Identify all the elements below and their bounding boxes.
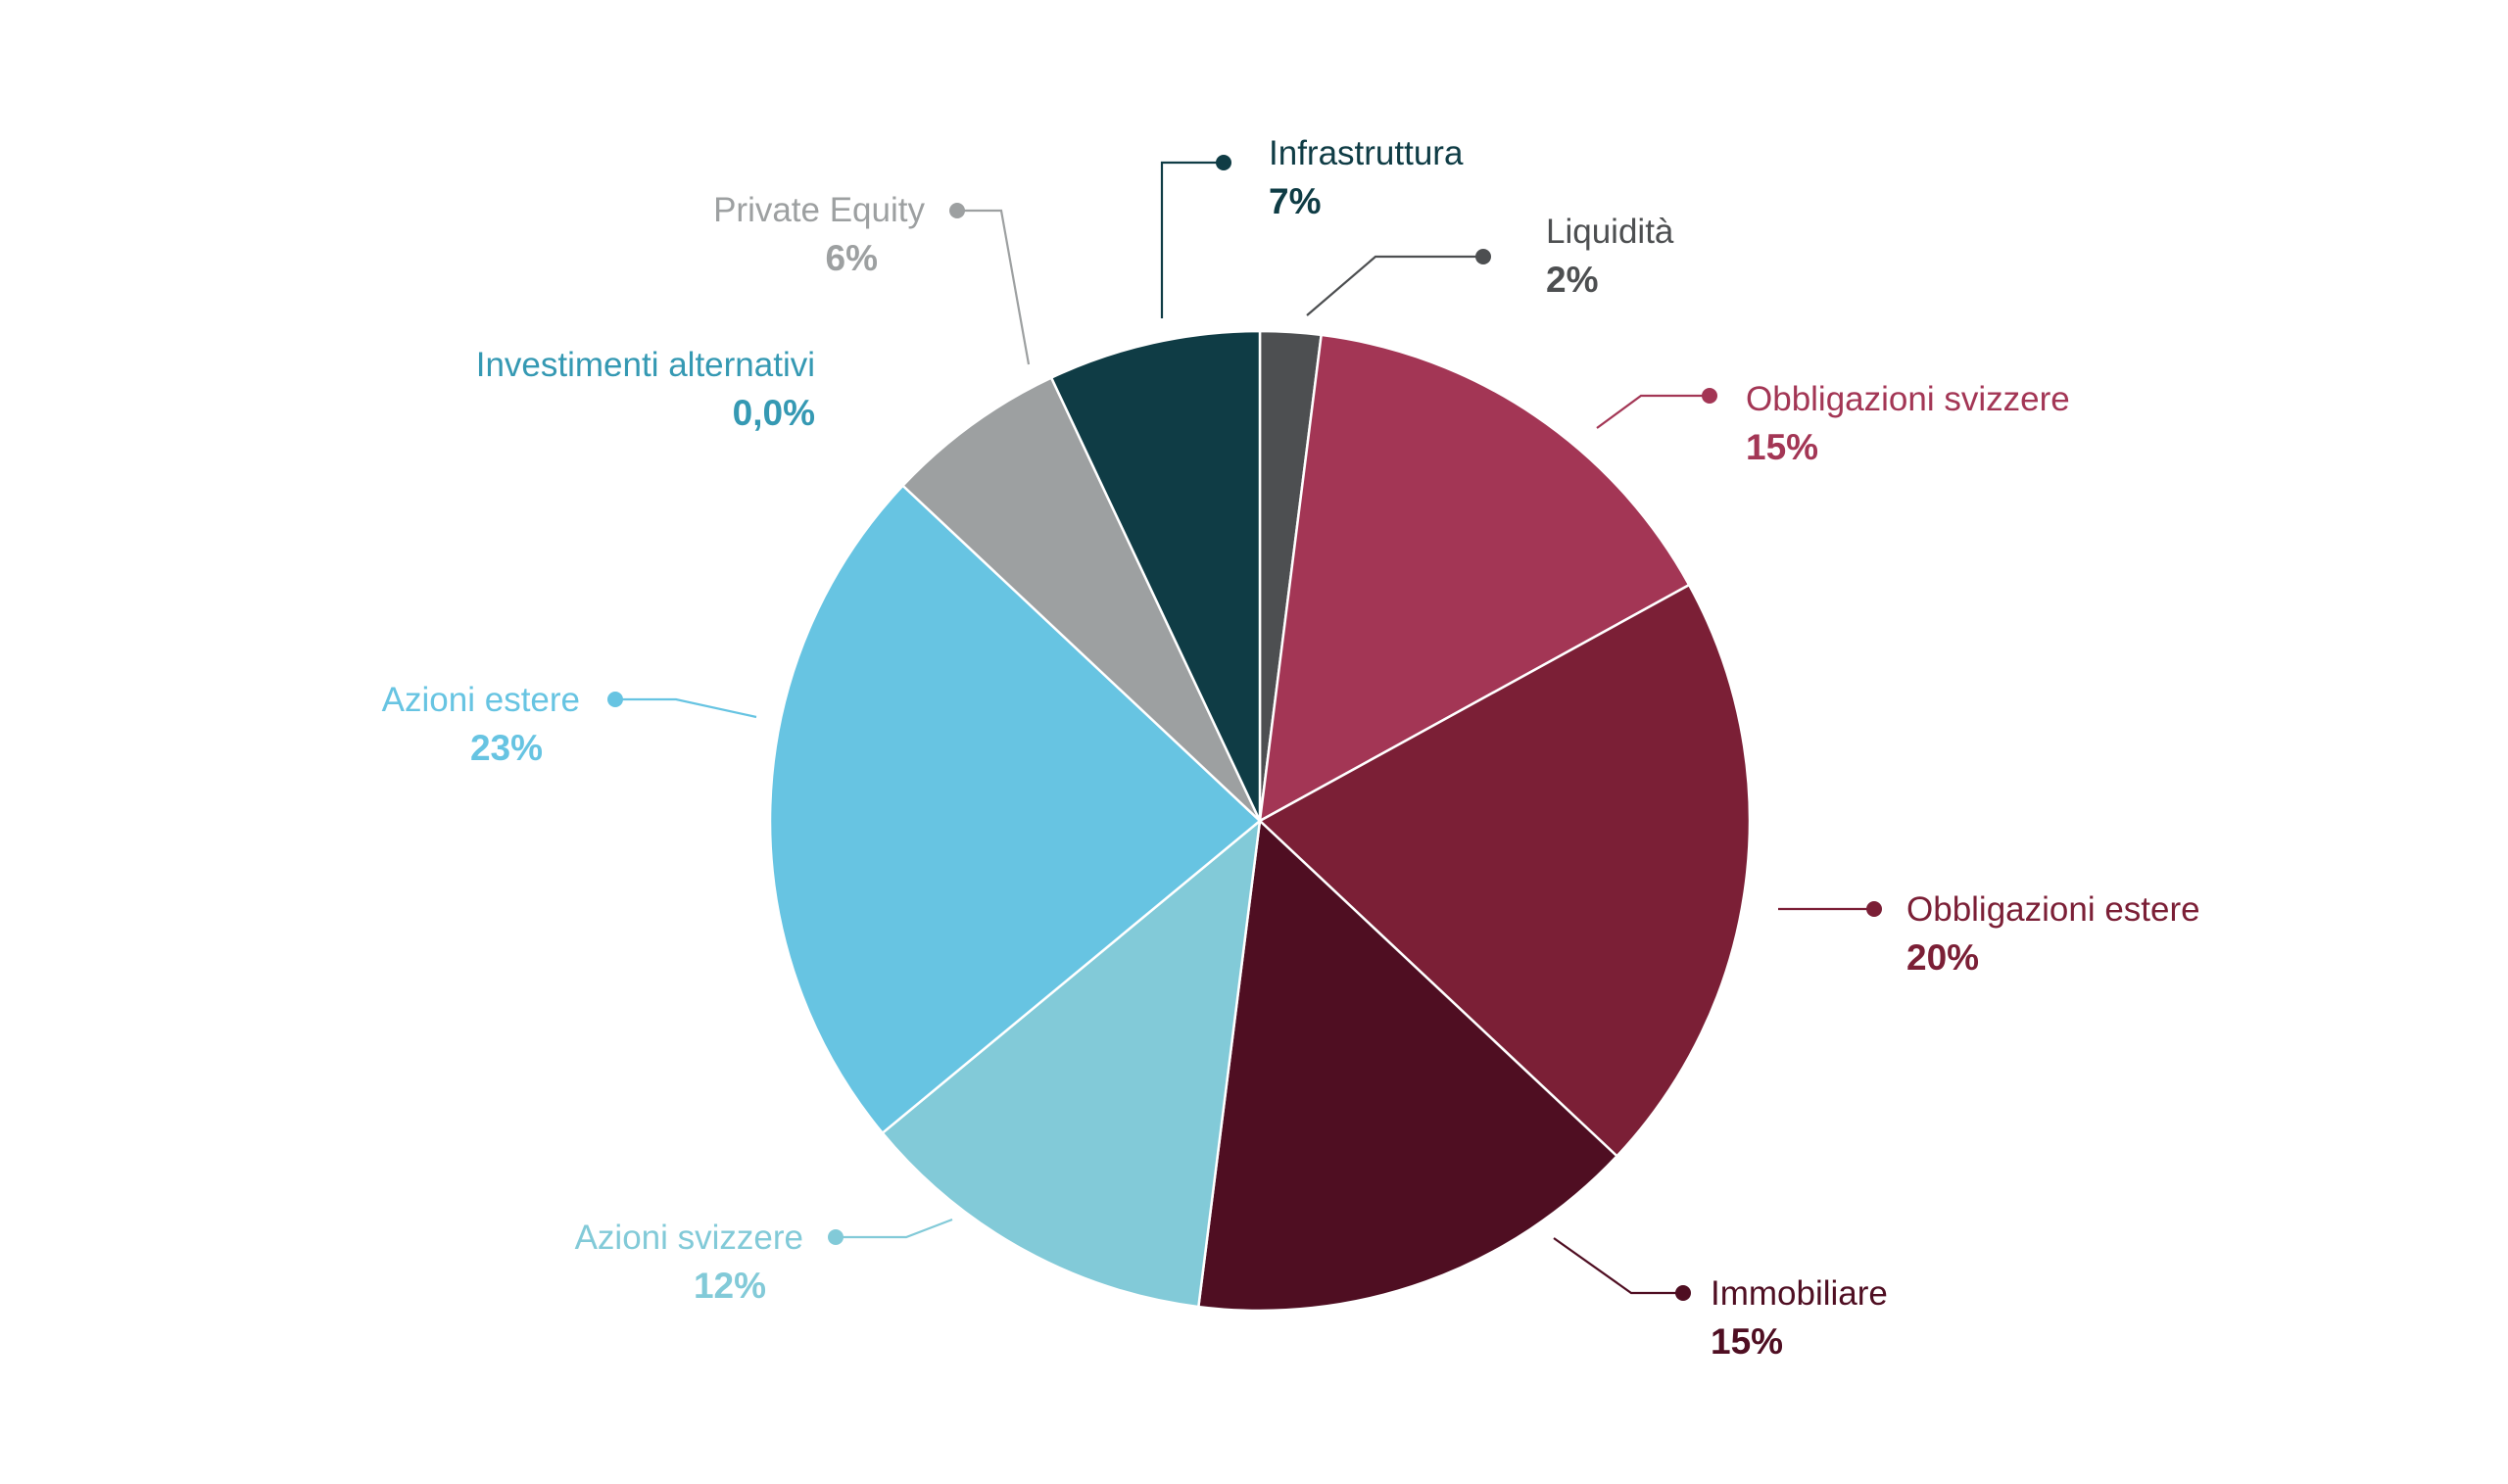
leader-line-obbligazioni-svizzere — [1596, 394, 1710, 429]
label-azioni-estere: Azioni estere — [382, 681, 580, 719]
value-label-immobiliare: 15% — [1711, 1321, 1783, 1362]
slice-obbligazioni-svizzere — [1258, 333, 1691, 823]
value-label-azioni-estere: 23% — [470, 728, 543, 768]
label-immobiliare: Immobiliare — [1711, 1274, 1888, 1313]
leader-dot-private-equity — [949, 203, 965, 218]
slice-azioni-estere — [768, 484, 1262, 1134]
slice-infrastruttura — [1049, 329, 1262, 823]
leader-dot-liquidita — [1475, 249, 1491, 264]
leader-dot-azioni-estere — [607, 692, 623, 707]
label-infrastruttura: Infrastruttura — [1269, 134, 1464, 172]
slice-labels: Liquidità 2% Obbligazioni svizzere 15% Obbli… — [382, 134, 2200, 1362]
leader-dot-infrastruttura — [1216, 155, 1231, 170]
leader-line-liquidita — [1306, 255, 1483, 316]
slice-obbligazioni-estere — [1258, 583, 1752, 1158]
leader-dot-azioni-svizzere — [828, 1229, 844, 1245]
leader-dot-immobiliare — [1675, 1285, 1691, 1301]
label-investimenti-alternativi: Investimenti alternativi — [476, 346, 815, 384]
leader-dot-obbligazioni-estere — [1866, 901, 1882, 917]
label-obbligazioni-estere: Obbligazioni estere — [1906, 890, 2200, 929]
leader-line-immobiliare — [1553, 1237, 1683, 1295]
leader-line-private-equity — [957, 209, 1031, 365]
leader-lines — [607, 155, 1882, 1301]
value-label-private-equity: 6% — [826, 238, 878, 278]
leader-line-azioni-svizzere — [836, 1218, 953, 1239]
slice-private-equity — [901, 376, 1262, 823]
value-label-azioni-svizzere: 12% — [694, 1266, 766, 1306]
value-label-investimenti-alternativi: 0,0% — [733, 393, 815, 433]
leader-line-infrastruttura — [1160, 161, 1224, 318]
slice-azioni-svizzere — [881, 819, 1262, 1309]
leader-line-azioni-estere — [615, 697, 757, 719]
pie-slices — [768, 329, 1752, 1313]
value-label-obbligazioni-estere: 20% — [1906, 937, 1979, 978]
leader-dot-obbligazioni-svizzere — [1702, 388, 1717, 404]
label-private-equity: Private Equity — [713, 191, 925, 229]
value-label-liquidita: 2% — [1546, 260, 1598, 300]
value-label-obbligazioni-svizzere: 15% — [1746, 427, 1818, 467]
label-azioni-svizzere: Azioni svizzere — [575, 1219, 803, 1257]
label-obbligazioni-svizzere: Obbligazioni svizzere — [1746, 380, 2070, 418]
slice-immobiliare — [1197, 819, 1618, 1313]
label-liquidita: Liquidità — [1546, 213, 1674, 251]
value-label-infrastruttura: 7% — [1269, 181, 1321, 221]
